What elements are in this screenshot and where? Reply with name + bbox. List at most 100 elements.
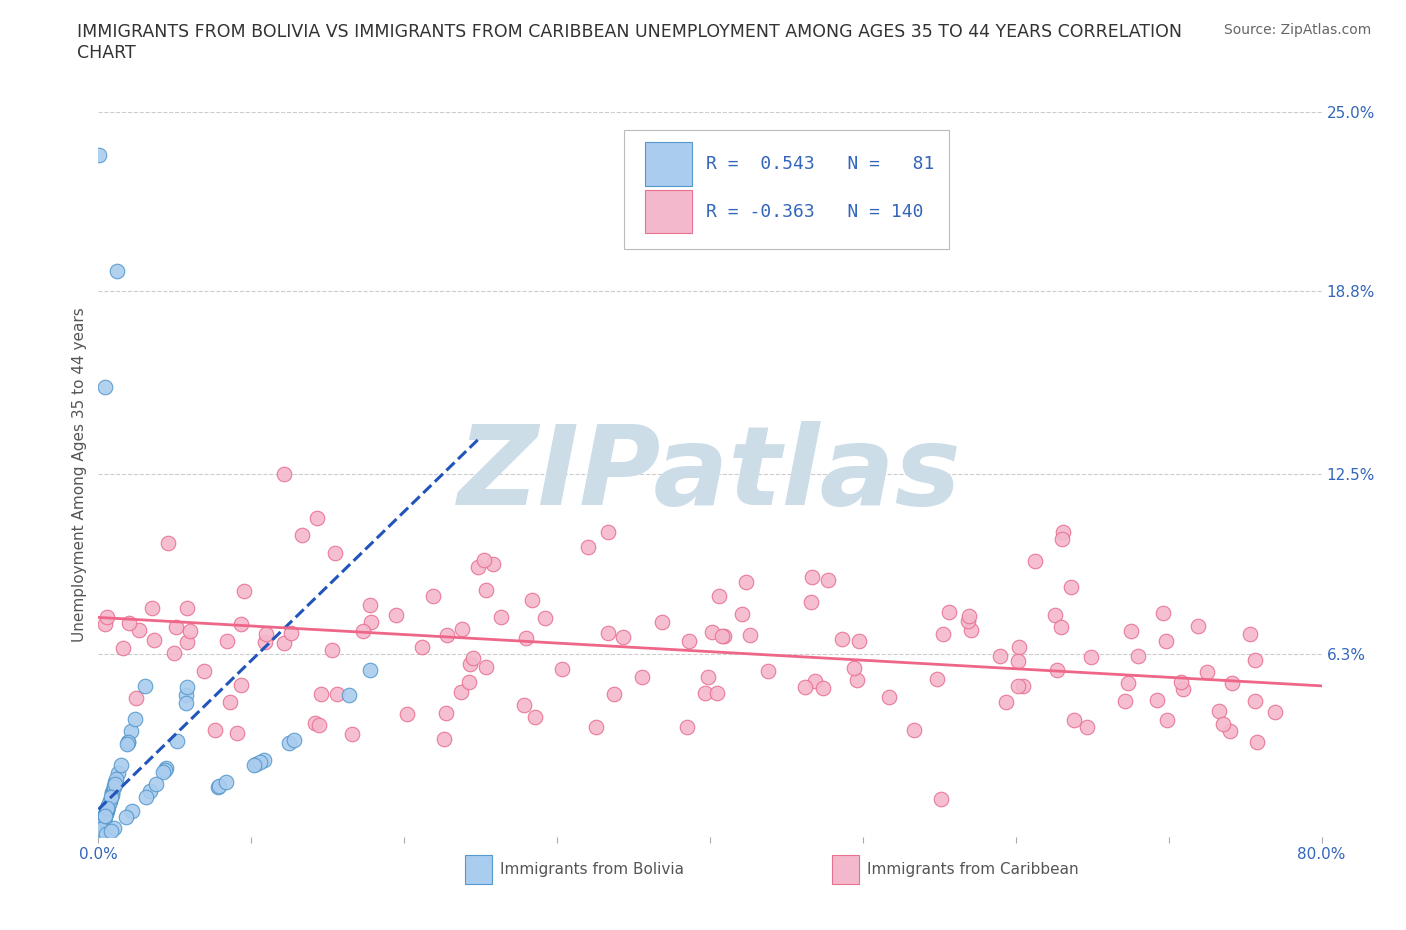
Point [321,642,343,657]
Point [96,804,118,818]
Point [94,808,117,823]
Text: R =  0.543   N =   81: R = 0.543 N = 81 [706,154,935,173]
Point [938,604,960,619]
Point [678,634,700,649]
Text: ZIPatlas: ZIPatlas [458,420,962,528]
Point [756,664,779,679]
Point [256,627,278,642]
Point [97,799,120,814]
Point [475,659,498,674]
Point [1154,633,1177,648]
Point [359,662,381,677]
Point [931,791,953,806]
Point [283,732,305,747]
Point [96,803,118,817]
Point [877,690,900,705]
Bar [832,856,859,884]
Point [121,804,143,818]
Point [307,511,329,525]
Point [1012,679,1035,694]
Point [730,606,752,621]
Point [96,801,118,816]
Point [105,264,128,279]
Point [217,633,239,648]
Point [1121,624,1143,639]
Point [91,817,114,831]
Point [96,801,118,816]
Point [713,628,735,643]
Point [135,790,157,804]
FancyBboxPatch shape [624,130,949,249]
Point [598,625,620,640]
Text: Source: ZipAtlas.com: Source: ZipAtlas.com [1223,23,1371,37]
Point [1063,713,1085,728]
Point [176,688,198,703]
Point [304,715,326,730]
Point [97,796,120,811]
Point [1246,734,1268,749]
Point [100,790,122,804]
Point [960,622,983,637]
Point [94,807,117,822]
Point [117,735,139,750]
Point [801,569,824,584]
Point [1197,664,1219,679]
Point [534,610,557,625]
Point [118,616,141,631]
Bar [645,190,692,233]
Point [176,634,198,649]
Point [98,793,121,808]
Point [214,775,236,790]
Point [174,696,197,711]
Point [166,734,188,749]
Point [489,609,512,624]
Bar [645,142,692,186]
Point [467,560,489,575]
Point [117,735,139,750]
Point [89,824,111,839]
Point [94,379,117,394]
Point [475,582,498,597]
Point [90,819,112,834]
Point [422,589,444,604]
Point [100,823,122,838]
Point [117,736,139,751]
Point [1043,608,1066,623]
Point [513,698,536,712]
Point [163,645,186,660]
Point [93,811,115,826]
Point [337,687,360,702]
Point [96,827,118,842]
Point [243,758,266,773]
Point [848,633,870,648]
Point [1171,682,1194,697]
Point [450,685,472,700]
Text: Immigrants from Caribbean: Immigrants from Caribbean [866,862,1078,877]
Point [104,775,127,790]
Point [396,707,419,722]
Point [1152,605,1174,620]
Point [707,589,730,604]
Point [107,765,129,780]
Point [104,777,127,791]
Point [450,621,472,636]
Point [115,810,138,825]
Point [1212,716,1234,731]
Point [101,786,124,801]
Point [207,779,229,794]
Point [245,757,267,772]
Point [91,815,114,830]
Point [1239,627,1261,642]
Point [90,822,112,837]
Point [142,632,165,647]
Point [596,525,619,539]
Point [433,732,456,747]
Point [1208,703,1230,718]
Point [436,628,458,643]
Point [1080,649,1102,664]
Point [524,710,547,724]
Point [1170,674,1192,689]
Point [153,763,176,777]
Point [925,671,948,686]
Point [91,817,114,831]
